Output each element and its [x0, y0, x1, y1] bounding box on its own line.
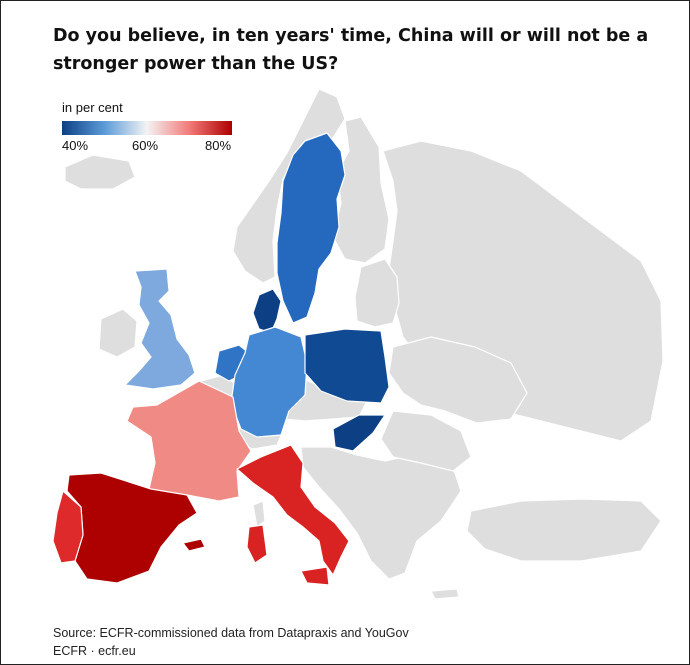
region-germany — [230, 326, 308, 438]
region-hungary — [332, 414, 386, 452]
region-sardinia — [246, 524, 268, 564]
region-italy — [236, 444, 350, 576]
region-turkey — [466, 498, 662, 562]
legend-tick-80: 80% — [205, 138, 232, 153]
legend-color-bar — [62, 121, 232, 135]
region-romania — [380, 410, 472, 472]
europe-map — [52, 88, 664, 600]
region-finland — [332, 116, 390, 264]
legend-tick-40: 40% — [62, 138, 89, 153]
legend-label: in per cent — [62, 100, 123, 115]
region-sicily — [300, 566, 330, 586]
region-balkans — [300, 446, 462, 580]
region-portugal — [52, 490, 84, 564]
region-corsica — [252, 500, 266, 528]
credit-note: ECFR · ecfr.eu — [53, 644, 136, 658]
region-iceland — [64, 154, 136, 190]
region-balearic-islands — [182, 538, 206, 552]
region-poland — [304, 328, 390, 404]
region-ireland — [98, 308, 138, 358]
region-france — [126, 380, 252, 502]
region-denmark — [252, 288, 282, 334]
source-note: Source: ECFR-commissioned data from Data… — [53, 626, 409, 640]
legend-tick-60: 60% — [132, 138, 159, 153]
region-crete — [430, 588, 460, 600]
region-great-britain — [124, 268, 196, 390]
region-sweden — [276, 132, 346, 324]
region-ukraine — [388, 336, 528, 424]
region-baltics — [354, 258, 400, 328]
chart-title: Do you believe, in ten years' time, Chin… — [53, 26, 649, 74]
